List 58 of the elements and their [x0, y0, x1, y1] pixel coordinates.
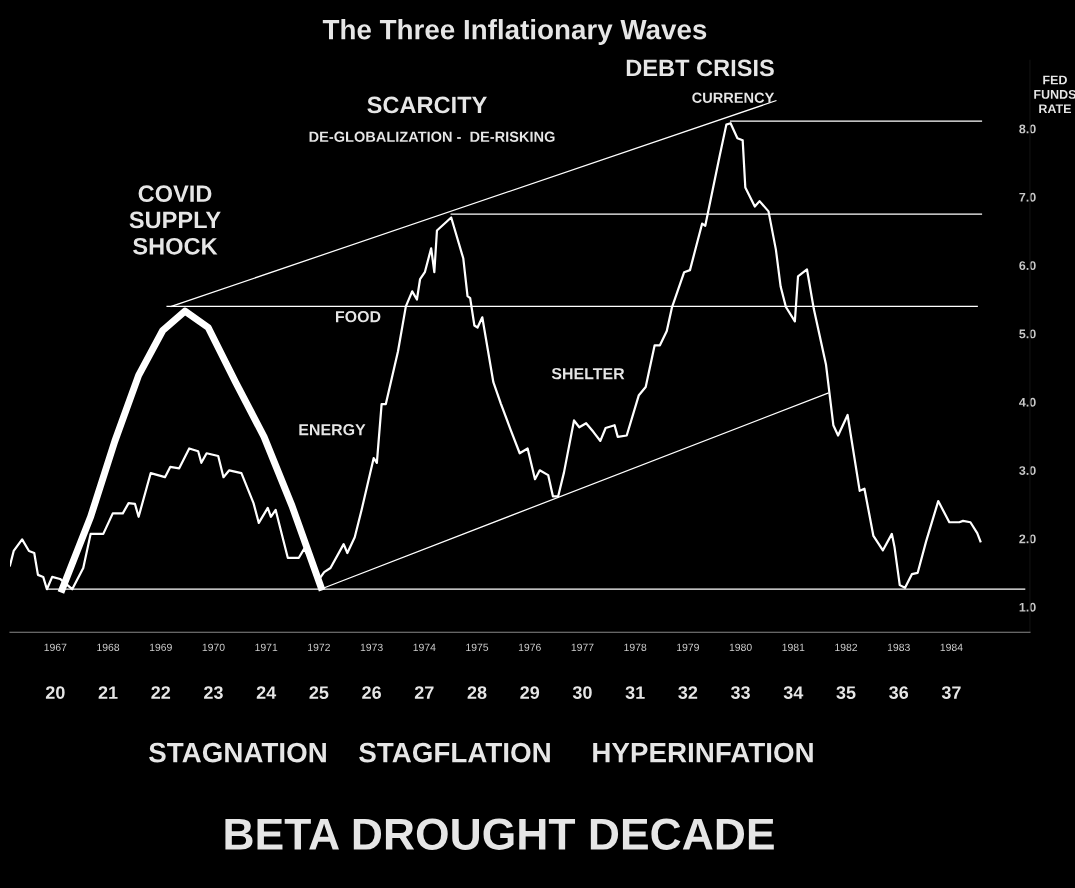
text: BETA DROUGHT DECADE — [225, 818, 774, 850]
x2-tick-label: 33 — [730, 686, 750, 700]
x2-tick-label: 25 — [309, 686, 329, 699]
x2-tick-label: 26 — [362, 686, 381, 699]
chart-title: The Three Inflationary Waves — [322, 19, 707, 45]
annotation: COVID SUPPLY SHOCK — [129, 185, 221, 255]
x2-tick-label: 24 — [256, 686, 277, 699]
x2-tick-label: 29 — [520, 686, 540, 699]
x-tick-label: 1967 — [44, 643, 67, 652]
annotation: SHELTER — [551, 367, 625, 380]
x2-tick-label: 36 — [889, 686, 909, 700]
x-tick-label: 1981 — [782, 643, 805, 652]
x-tick-label: 1975 — [466, 643, 489, 652]
x2-tick-label: 35 — [836, 686, 856, 700]
x-tick-label: 1972 — [308, 643, 330, 652]
x2-tick-label: 23 — [204, 686, 223, 700]
x2-tick-label: 28 — [467, 686, 487, 699]
x-tick-label: 1978 — [624, 643, 647, 652]
annotation: CURRENCY — [692, 92, 775, 103]
y-tick-label: 1.0 — [1019, 602, 1036, 612]
x-tick-label: 1976 — [518, 643, 541, 652]
y-tick-label: 5.0 — [1019, 329, 1036, 339]
x2-tick-label: 21 — [98, 686, 118, 699]
x2-tick-label: 31 — [625, 686, 645, 700]
y-tick-label: 4.0 — [1019, 397, 1036, 407]
x-tick-label: 1982 — [835, 643, 858, 652]
annotation: FOOD — [336, 310, 381, 323]
text: STAGFLATION — [359, 742, 550, 763]
x-tick-label: 1983 — [887, 643, 910, 652]
y-tick-label: 3.0 — [1019, 466, 1036, 475]
x2-tick-label: 27 — [414, 686, 434, 699]
x-tick-label: 1979 — [677, 643, 699, 652]
text: STAGNATION — [149, 742, 326, 763]
x2-tick-label: 20 — [45, 686, 65, 699]
annotation: DE-GLOBALIZATION - DE-RISKING — [309, 131, 555, 142]
x-tick-label: 1984 — [940, 643, 963, 652]
annotation: SCARCITY — [367, 96, 487, 114]
y-tick-label: 7.0 — [1019, 192, 1036, 202]
annotation: DEBT CRISIS — [626, 59, 774, 77]
y-axis-title: FED FUNDS RATE — [1034, 75, 1075, 114]
y-tick-label: 8.0 — [1019, 124, 1036, 134]
x2-tick-label: 30 — [572, 686, 592, 700]
x-tick-label: 1980 — [729, 643, 752, 652]
x-tick-label: 1970 — [202, 643, 225, 652]
x-tick-label: 1968 — [97, 643, 120, 652]
x-tick-label: 1977 — [571, 643, 594, 652]
y-tick-label: 6.0 — [1019, 261, 1036, 271]
text: HYPERINFATION — [593, 742, 813, 763]
y-tick-label: 2.0 — [1019, 534, 1036, 544]
x-tick-label: 1974 — [413, 643, 436, 652]
x2-tick-label: 34 — [783, 686, 804, 700]
x-tick-label: 1971 — [255, 643, 278, 652]
x2-tick-label: 22 — [151, 686, 171, 699]
x2-tick-label: 37 — [941, 686, 961, 700]
x-tick-label: 1973 — [360, 643, 383, 652]
annotation: ENERGY — [299, 423, 366, 436]
x2-tick-label: 32 — [678, 686, 698, 700]
x-tick-label: 1969 — [149, 643, 172, 652]
